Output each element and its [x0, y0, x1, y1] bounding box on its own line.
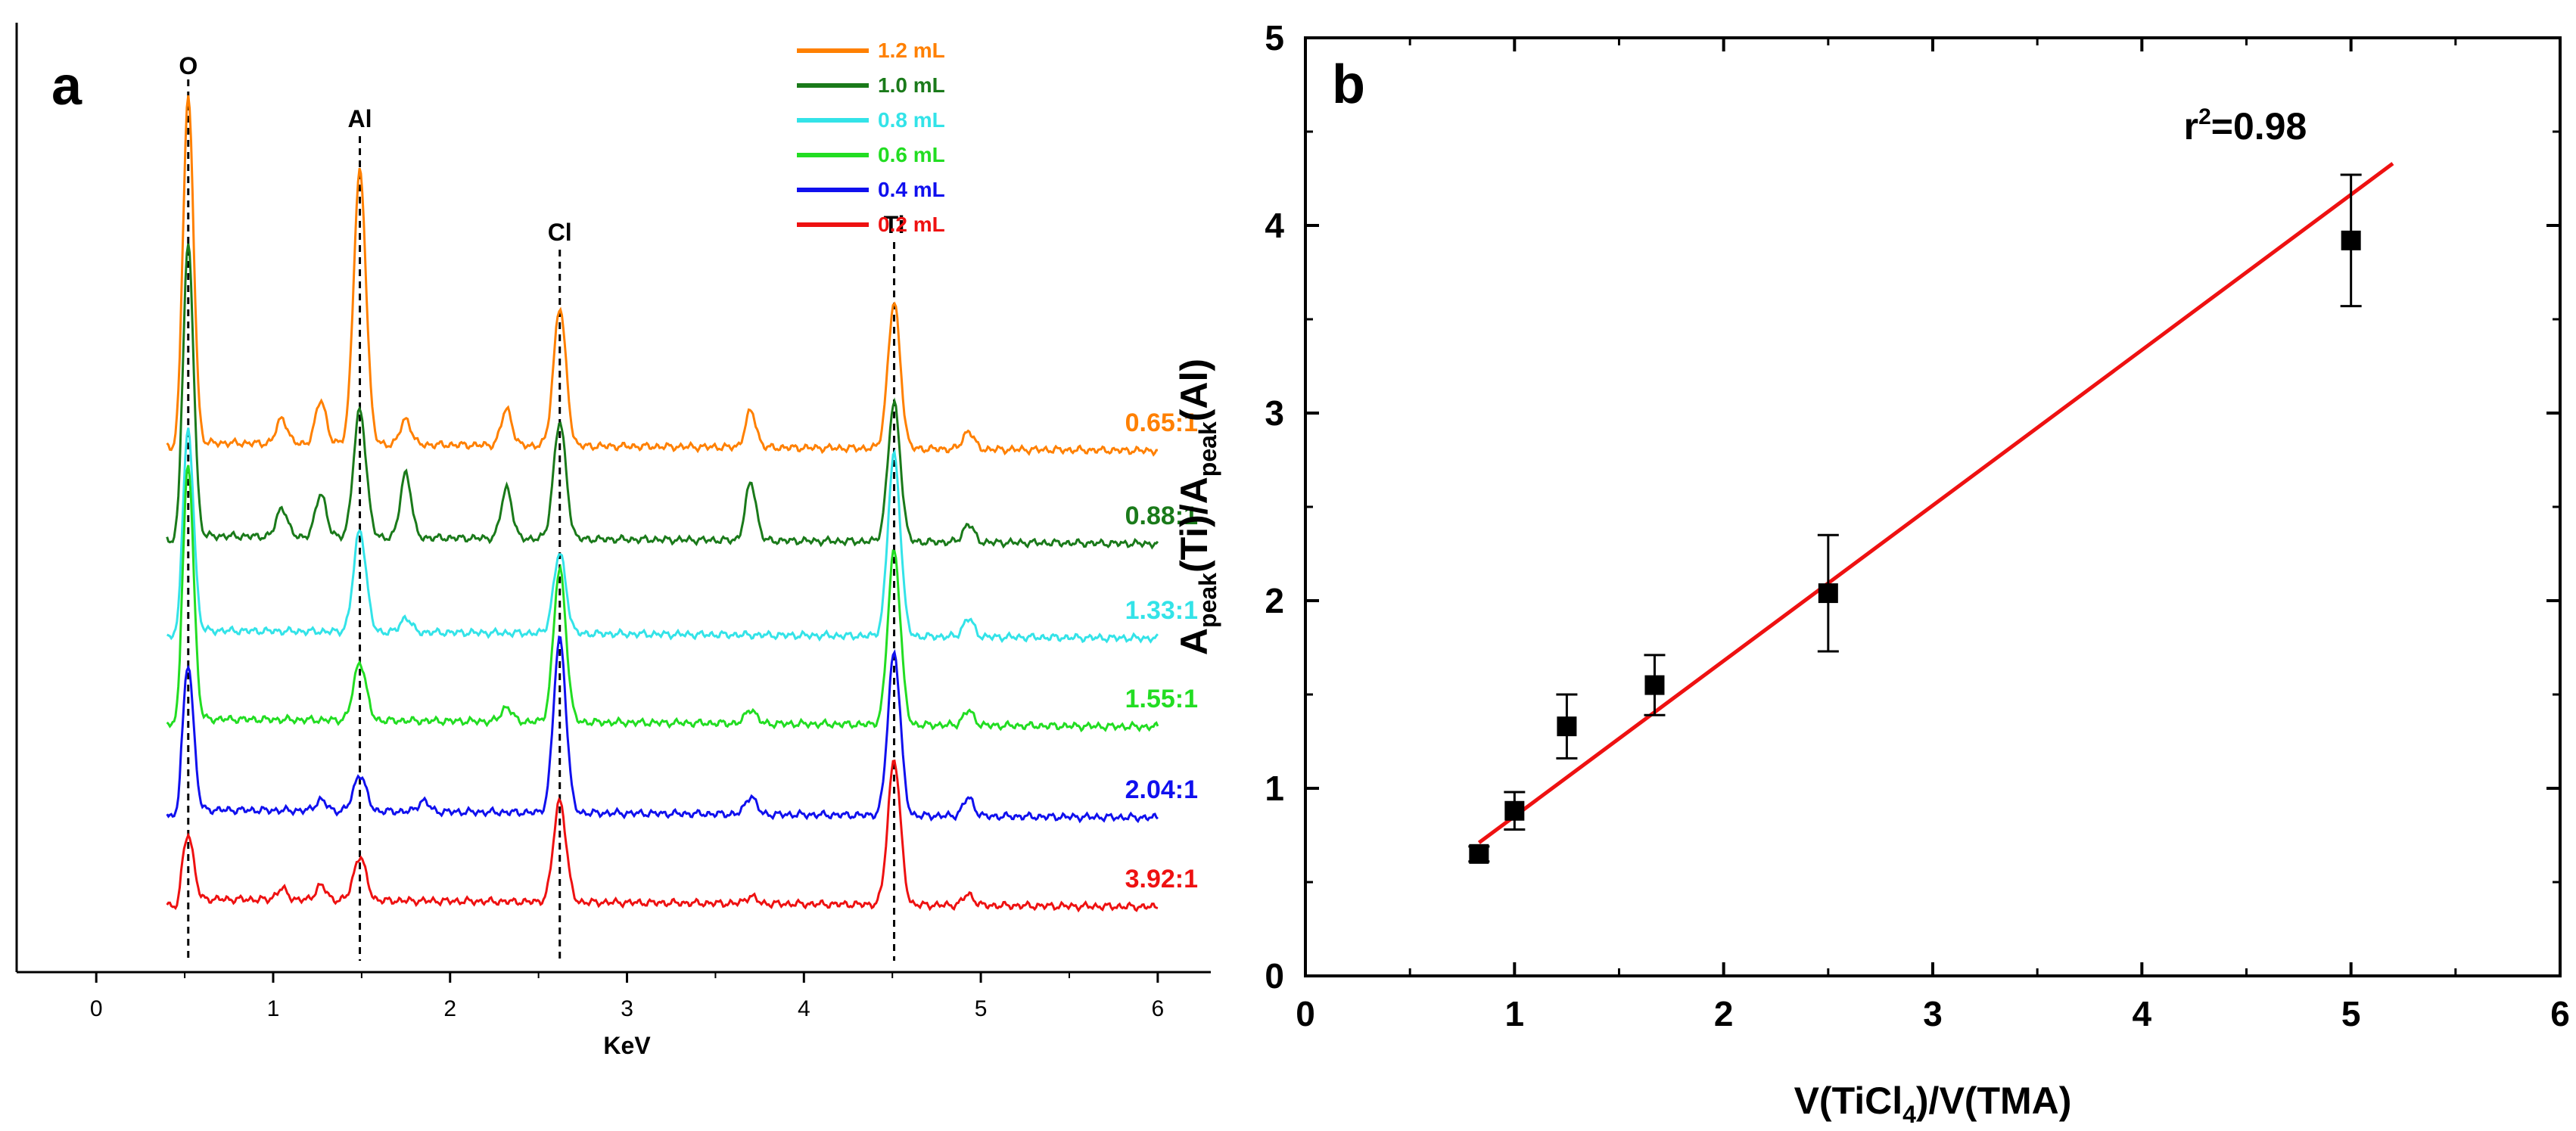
- peak-label-al: Al: [348, 105, 372, 132]
- data-point: [1469, 844, 1489, 864]
- b-y-axis-label-part: (Ti)/A: [1173, 477, 1215, 573]
- b-y-tick-label: 4: [1265, 206, 1284, 245]
- peak-label-o: O: [179, 52, 198, 79]
- legend-entry-label: 0.8 mL: [878, 108, 945, 132]
- b-y-axis-label-part: (Al): [1173, 359, 1215, 421]
- b-x-axis-label-part: )/V(TMA): [1916, 1080, 2072, 1122]
- r-squared-sup: 2: [2198, 104, 2211, 129]
- legend-entry-label: 0.6 mL: [878, 143, 945, 166]
- b-x-tick-label: 1: [1505, 994, 1525, 1033]
- ratio-label: 0.88:1: [1125, 502, 1198, 530]
- ratio-label: 3.92:1: [1125, 865, 1198, 893]
- b-y-axis-label-sub: peak: [1194, 421, 1221, 477]
- b-x-tick-label: 6: [2550, 994, 2570, 1033]
- b-x-axis-label-part: V(TiCl: [1794, 1080, 1903, 1122]
- peak-label-cl: Cl: [548, 219, 572, 246]
- legend-entry-label: 0.2 mL: [878, 213, 945, 236]
- b-y-axis-label-part: A: [1173, 628, 1215, 655]
- b-panel-label: b: [1332, 54, 1365, 115]
- spectrum-line-06: [166, 465, 1159, 733]
- a-x-tick-label: 0: [90, 996, 103, 1021]
- b-x-axis-label-sub: 4: [1902, 1101, 1916, 1128]
- a-x-tick-label: 1: [267, 996, 280, 1021]
- data-point: [1504, 800, 1525, 821]
- b-x-tick-label: 0: [1296, 994, 1315, 1033]
- b-y-tick-label: 2: [1265, 581, 1284, 620]
- a-x-tick-label: 3: [621, 996, 633, 1021]
- fit-line: [1477, 162, 2394, 844]
- r-squared-part: =0.98: [2211, 105, 2307, 148]
- b-x-tick-label: 5: [2341, 994, 2361, 1033]
- ratio-label: 0.65:1: [1125, 409, 1198, 437]
- a-x-tick-label: 2: [443, 996, 456, 1021]
- data-point: [1644, 675, 1665, 695]
- b-y-tick-label: 3: [1265, 393, 1284, 433]
- legend-entry-label: 1.2 mL: [878, 39, 945, 62]
- a-x-tick-label: 4: [798, 996, 810, 1021]
- b-x-axis-label: V(TiCl4)/V(TMA): [1794, 1080, 2072, 1128]
- ratio-label: 1.55:1: [1125, 685, 1198, 713]
- a-x-tick-label: 5: [975, 996, 988, 1021]
- legend-entry-label: 0.4 mL: [878, 178, 945, 201]
- data-point: [1818, 583, 1838, 604]
- b-y-tick-label: 0: [1265, 956, 1284, 996]
- spectrum-line-02: [166, 759, 1159, 913]
- b-y-tick-label: 5: [1265, 18, 1284, 57]
- ratio-label: 1.33:1: [1125, 596, 1198, 625]
- data-point: [1557, 716, 1577, 737]
- b-x-tick-label: 4: [2133, 994, 2152, 1033]
- b-y-axis-label: Apeak(Ti)/Apeak(Al): [1173, 359, 1221, 655]
- peak-label-ti: Ti: [884, 211, 905, 238]
- spectrum-line-12: [166, 95, 1158, 457]
- a-panel-label: a: [51, 56, 82, 117]
- r-squared-annotation: r2=0.98: [2184, 104, 2307, 148]
- b-x-tick-label: 2: [1714, 994, 1734, 1033]
- spectrum-line-10: [166, 243, 1159, 550]
- r-squared-part: r: [2184, 105, 2198, 148]
- b-x-tick-label: 3: [1923, 994, 1943, 1033]
- a-x-tick-label: 6: [1152, 996, 1165, 1021]
- legend-entry-label: 1.0 mL: [878, 73, 945, 97]
- ratio-label: 2.04:1: [1125, 775, 1198, 804]
- b-y-axis-label-sub: peak: [1194, 573, 1221, 628]
- spectrum-line-08: [166, 427, 1159, 644]
- b-y-tick-label: 1: [1265, 769, 1284, 808]
- data-point: [2341, 230, 2361, 250]
- panel-a-svg: 0 1 2 3 4 5 6 KeV a O Al Cl Ti 0.65:1 0.88:1 1.33:1 1.55…: [15, 23, 1211, 1059]
- spectrum-line-04: [166, 635, 1159, 824]
- a-x-axis-label: KeV: [603, 1032, 651, 1059]
